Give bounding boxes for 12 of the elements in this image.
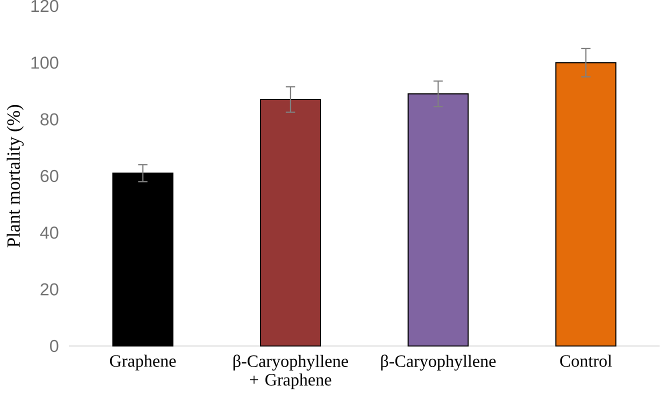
y-tick-label: 60	[40, 170, 58, 182]
x-tick-label: Control	[560, 354, 612, 367]
y-tick-label: 100	[31, 56, 58, 69]
y-tick-label: 80	[40, 113, 58, 126]
y-axis-title: Plant mortality (%)	[6, 105, 24, 248]
x-tick-label: Graphene	[110, 354, 176, 370]
y-tick-label: 20	[40, 283, 58, 296]
y-tick-label: 0	[50, 340, 58, 352]
x-tick-label: β-Caryophyllene + Graphene	[234, 354, 348, 390]
x-tick-label: β-Caryophyllene	[381, 354, 496, 371]
y-tick-label: 40	[40, 226, 58, 239]
y-tick-label: 120	[31, 0, 58, 12]
